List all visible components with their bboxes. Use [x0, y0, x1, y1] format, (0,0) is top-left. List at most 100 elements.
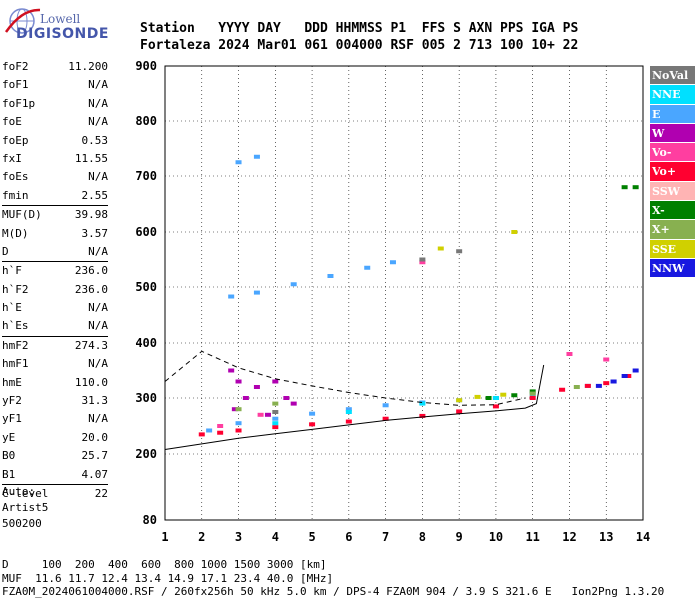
param-name: foE: [2, 115, 22, 129]
param-name: yF1: [2, 412, 22, 426]
auto-artist: Artist5: [2, 501, 49, 514]
autoscaling-info: Auto: Artist5 500200: [2, 484, 48, 532]
data-point: [456, 249, 463, 254]
data-point: [253, 385, 260, 389]
x-tick-label: 2: [198, 530, 205, 544]
auto-version: 500200: [2, 517, 42, 530]
legend: NoVal NNE E W Vo- Vo+ SSW X- X+ SSE NNW: [650, 66, 695, 279]
param-row-fof1p: foF1p N/A: [2, 95, 108, 113]
data-point: [272, 421, 279, 426]
series-vo: [217, 260, 610, 428]
param-row-fmin: fmin 2.55: [2, 187, 108, 205]
data-point: [584, 383, 591, 388]
data-point: [217, 424, 224, 428]
data-point: [217, 430, 224, 435]
data-point: [309, 411, 316, 416]
param-name: h`Es: [2, 319, 29, 333]
data-point: [290, 401, 297, 406]
param-name: M(D): [2, 226, 29, 240]
legend-item-ssw: SSW: [650, 181, 695, 202]
data-point: [492, 404, 499, 409]
param-name: hmF2: [2, 338, 29, 352]
x-tick-label: 4: [272, 530, 279, 544]
data-point: [228, 294, 235, 299]
y-tick-label: 600: [135, 225, 157, 239]
param-value: N/A: [88, 115, 108, 129]
x-tick-label: 3: [235, 530, 242, 544]
param-value: 25.7: [81, 449, 109, 463]
param-name: foF1: [2, 78, 29, 92]
data-point: [257, 412, 264, 417]
header-line-1: Station YYYY DAY DDD HHMMSS P1 FFS S AXN…: [140, 21, 579, 36]
data-point: [632, 368, 639, 373]
data-point: [231, 407, 238, 412]
data-point: [345, 419, 352, 424]
param-row-ye: yE 20.0: [2, 429, 108, 447]
param-row-d: D N/A: [2, 243, 108, 261]
auto-label: Auto:: [2, 485, 36, 498]
y-tick-label: 500: [135, 280, 157, 294]
param-value: 20.0: [81, 430, 109, 444]
data-point: [345, 407, 352, 412]
param-row-hmf1: hmF1 N/A: [2, 355, 108, 373]
series-x: [485, 185, 639, 400]
y-tick-label: 900: [135, 59, 157, 73]
data-point: [573, 385, 580, 389]
data-point: [610, 379, 617, 384]
data-point: [595, 383, 602, 388]
data-point: [235, 379, 242, 384]
param-value: N/A: [88, 96, 108, 110]
param-name: foEp: [2, 133, 29, 147]
data-point: [382, 403, 389, 408]
series-nne: [272, 396, 499, 426]
data-point: [419, 257, 426, 262]
param-value: 2.55: [81, 188, 109, 202]
param-row-hf: h`F 236.0: [2, 262, 108, 280]
data-point: [621, 185, 628, 190]
globe-icon: [4, 8, 41, 34]
x-tick-label: 8: [419, 530, 426, 544]
param-name: yE: [2, 430, 16, 444]
param-row-yf2: yF2 31.3: [2, 392, 108, 410]
data-point: [566, 352, 573, 356]
profile-curves: [164, 350, 545, 450]
series-nnw: [595, 368, 639, 388]
footer-distance: D 100 200 400 600 800 1000 1500 3000 [km…: [2, 558, 327, 571]
data-point: [511, 230, 518, 234]
data-point: [206, 428, 213, 433]
data-point: [529, 396, 536, 400]
data-point: [228, 368, 235, 373]
param-value: 110.0: [74, 375, 108, 389]
data-point: [559, 387, 566, 392]
legend-item-e: E: [650, 104, 695, 124]
param-value: 22: [94, 486, 108, 500]
data-point: [283, 396, 290, 400]
param-value: 31.3: [81, 394, 109, 408]
param-value: 236.0: [74, 282, 108, 296]
x-tick-label: 1: [161, 530, 168, 544]
data-point: [253, 290, 260, 295]
data-point: [437, 246, 444, 251]
x-axis: 1 2 3 4 5 6 7 8 9 10 11 12 13 14: [161, 530, 650, 544]
data-point: [272, 425, 279, 430]
param-name: B1: [2, 467, 16, 481]
data-point: [625, 374, 632, 378]
param-name: D: [2, 244, 9, 258]
param-name: fmin: [2, 188, 29, 202]
param-row-foep: foEp 0.53: [2, 132, 108, 150]
param-row-fof1: foF1 N/A: [2, 76, 108, 94]
x-tick-label: 9: [456, 530, 463, 544]
data-point: [253, 154, 260, 159]
virtual-height-curve: [164, 350, 526, 406]
logo: Lowell DIGISONDE: [4, 4, 124, 44]
param-value: 0.53: [81, 133, 109, 147]
param-value: N/A: [88, 170, 108, 184]
footer-muf: MUF 11.6 11.7 12.4 13.4 14.9 17.1 23.4 4…: [2, 571, 334, 585]
legend-item-vo: Vo-: [650, 143, 695, 163]
param-name: foEs: [2, 170, 29, 184]
data-point: [272, 401, 279, 406]
y-tick-label: 300: [135, 391, 157, 405]
y-tick-label: 800: [135, 114, 157, 128]
true-height-curve: [164, 364, 545, 450]
